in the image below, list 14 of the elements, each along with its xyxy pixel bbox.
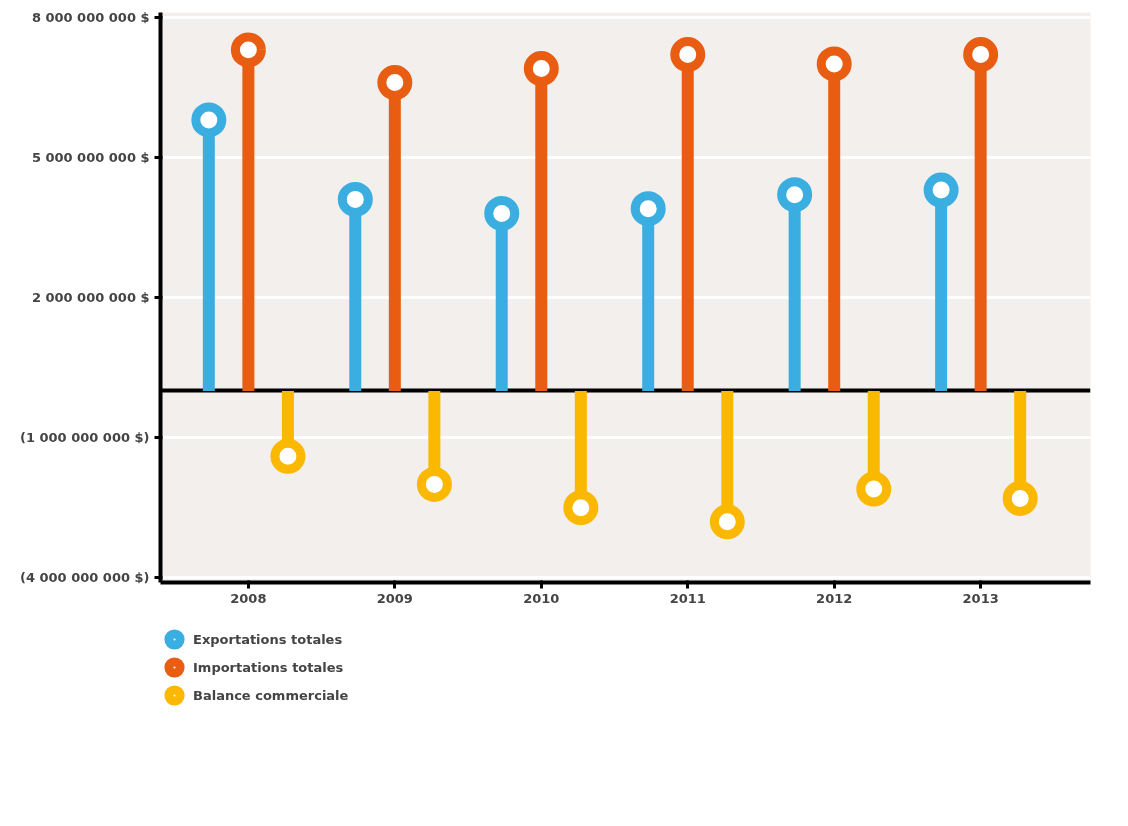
- y-tick-label: (4 000 000 000 $): [20, 570, 150, 586]
- x-tick-label: 2009: [376, 590, 413, 606]
- y-tick-label: 8 000 000 000 $: [31, 9, 150, 25]
- legend-label: Balance commerciale: [193, 687, 349, 703]
- y-tick-label: 2 000 000 000 $: [31, 290, 150, 305]
- y-tick-label: 5 000 000 000 $: [31, 149, 150, 165]
- y-tick-label: (1 000 000 000 $): [20, 430, 150, 446]
- x-tick-label: 2013: [962, 590, 999, 606]
- legend-label: Importations totales: [193, 659, 344, 675]
- x-tick-label: 2008: [230, 590, 267, 606]
- x-tick-label: 2011: [669, 590, 706, 606]
- legend-label: Exportations totales: [193, 631, 343, 647]
- x-tick-label: 2010: [523, 590, 560, 606]
- x-tick-label: 2012: [816, 590, 853, 606]
